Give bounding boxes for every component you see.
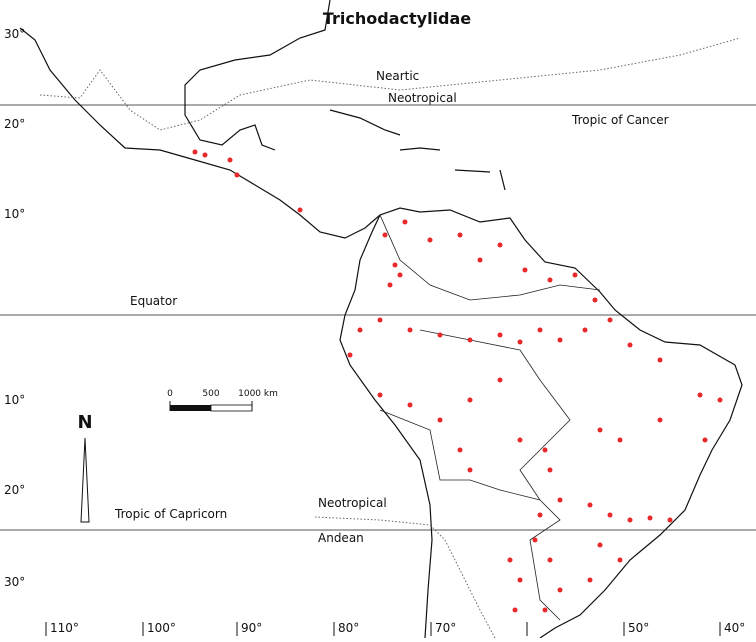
latitude-label: 30° [4,575,25,589]
longitude-label: 90° [241,621,262,635]
longitude-label: 110° [50,621,79,635]
region-label: Neartic [376,69,419,83]
north-arrow: N [77,412,93,523]
latitude-labels: 30° 20° 10° 10° 20° 30° [4,27,25,589]
country-borders [379,214,601,621]
map-title: Trichodactylidae [323,9,471,28]
scale-bar: 0 500 1000 km [167,389,278,412]
line-label: Tropic of Capricorn [114,507,227,521]
longitude-labels: 110° 100° 90° 80° 70° 50° 40° [45,621,745,636]
neotropical-andean-boundary [314,516,496,639]
caribbean-islands [329,109,506,191]
region-label: Neotropical [388,91,457,105]
scale-label: 1000 km [238,389,278,399]
longitude-label: 70° [435,621,456,635]
north-central-america-coast [19,0,381,239]
line-label: Tropic of Cancer [571,113,669,127]
neartic-neotropical-boundary [39,37,741,131]
region-label: Neotropical [318,496,387,510]
longitude-label: 80° [338,621,359,635]
scale-label: 500 [202,389,219,399]
latitude-label: 30° [4,27,25,41]
line-label: Equator [130,294,177,308]
latitude-label: 10° [4,393,25,407]
scale-label: 0 [167,389,173,399]
occurrence-points [192,149,723,613]
latitude-label: 20° [4,483,25,497]
longitude-label: 50° [628,621,649,635]
latitude-label: 20° [4,117,25,131]
north-label: N [77,412,92,433]
longitude-label: 100° [147,621,176,635]
south-america-coast [339,207,743,639]
region-label: Andean [318,531,364,545]
longitude-label: 40° [724,621,745,635]
latitude-label: 10° [4,207,25,221]
